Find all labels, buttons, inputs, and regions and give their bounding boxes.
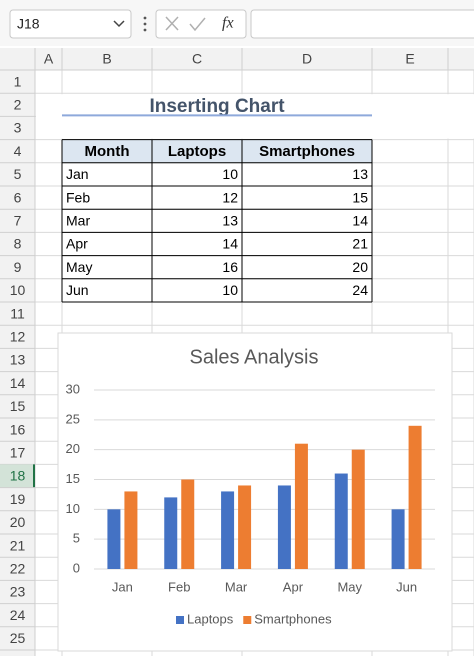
- table-cell: 21: [352, 236, 368, 252]
- y-tick-label: 0: [73, 560, 80, 575]
- row-header: 2: [14, 97, 22, 113]
- y-tick-label: 10: [66, 501, 80, 516]
- bar: [238, 485, 252, 569]
- x-tick-label: Feb: [168, 579, 190, 594]
- table-cell: 13: [352, 166, 368, 182]
- row-header: 11: [10, 305, 25, 321]
- row-header: 25: [10, 630, 26, 646]
- bar: [124, 491, 138, 569]
- formula-input[interactable]: [250, 9, 474, 39]
- y-tick-label: 25: [66, 411, 80, 426]
- chart-area: [57, 332, 453, 652]
- table-cell: 14: [352, 213, 368, 229]
- row-header: 12: [10, 329, 26, 345]
- table-cell: 10: [222, 166, 238, 182]
- table-header-cell: Month: [85, 143, 130, 160]
- column-header: A: [44, 51, 54, 67]
- row-header: 6: [14, 189, 22, 205]
- table-cell: 12: [222, 189, 238, 205]
- formula-buttons: [155, 9, 247, 39]
- table-cell: 20: [352, 259, 368, 275]
- cancel-button[interactable]: [165, 16, 179, 31]
- row-header-bar: [0, 70, 35, 656]
- enter-button[interactable]: [189, 17, 206, 32]
- bar: [221, 491, 235, 569]
- table-header-cell: Smartphones: [259, 143, 355, 160]
- row-header: 9: [14, 259, 22, 275]
- legend-swatch: [176, 616, 184, 624]
- row-header: 5: [14, 166, 22, 182]
- column-header: C: [192, 51, 202, 67]
- row-header: 8: [14, 236, 22, 252]
- bar: [408, 425, 422, 569]
- bar: [391, 509, 405, 569]
- table-cell: Jan: [66, 166, 89, 182]
- table-cell: Mar: [66, 213, 90, 229]
- table-cell: Jun: [66, 282, 89, 298]
- legend-swatch: [243, 616, 252, 624]
- column-header: D: [302, 51, 312, 67]
- bar: [334, 473, 348, 569]
- table-cell: 13: [222, 213, 238, 229]
- name-box-dropdown[interactable]: [113, 20, 125, 28]
- bar: [294, 443, 308, 569]
- table-cell: 15: [352, 189, 368, 205]
- row-header: 15: [10, 398, 26, 414]
- name-box[interactable]: [9, 9, 132, 39]
- row-header: 4: [14, 143, 22, 159]
- row-header: 10: [10, 282, 26, 298]
- row-header: 7: [14, 213, 22, 229]
- row-header: 3: [14, 120, 22, 136]
- table-cell: 10: [222, 282, 238, 298]
- y-tick-label: 30: [66, 381, 80, 396]
- column-header-bar: [0, 48, 474, 70]
- bar: [164, 497, 178, 569]
- row-header: 23: [10, 584, 26, 600]
- row-header: 20: [10, 514, 26, 530]
- table-cell: Apr: [66, 236, 88, 252]
- bar: [107, 509, 121, 569]
- sheet-title: Inserting Chart: [149, 96, 285, 117]
- x-tick-label: Apr: [283, 579, 304, 594]
- y-tick-label: 5: [73, 531, 80, 546]
- x-tick-label: May: [337, 579, 362, 594]
- table-cell: 14: [222, 236, 238, 252]
- legend-label: Smartphones: [254, 611, 332, 626]
- row-header: 14: [10, 375, 26, 391]
- insert-function-button[interactable]: fx: [222, 15, 234, 32]
- row-header: 21: [10, 537, 26, 553]
- more-dots: [143, 16, 147, 32]
- x-tick-label: Jun: [396, 579, 417, 594]
- table-cell: May: [66, 259, 92, 275]
- y-tick-label: 20: [66, 441, 80, 456]
- active-row-header: [0, 464, 35, 488]
- bar: [181, 479, 195, 569]
- table-cell: 24: [352, 282, 368, 298]
- x-tick-label: Jan: [112, 579, 133, 594]
- table-header-bg: [62, 139, 372, 163]
- chart-title: Sales Analysis: [190, 346, 319, 368]
- bar: [351, 449, 365, 569]
- column-header: B: [102, 51, 111, 67]
- row-header: 17: [10, 445, 26, 461]
- column-header: E: [405, 51, 414, 67]
- bar: [277, 485, 291, 569]
- table-header-cell: Laptops: [168, 143, 226, 160]
- row-header: 24: [10, 607, 26, 623]
- legend-label: Laptops: [187, 611, 234, 626]
- name-box-text: J18: [17, 16, 40, 32]
- x-tick-label: Mar: [225, 579, 248, 594]
- row-header: 22: [10, 561, 26, 577]
- table-cell: Feb: [66, 189, 90, 205]
- row-header: 16: [10, 421, 26, 437]
- table-cell: 16: [222, 259, 238, 275]
- row-header: 18: [10, 468, 26, 484]
- row-header: 1: [14, 73, 22, 89]
- y-tick-label: 15: [66, 471, 80, 486]
- row-header: 19: [10, 491, 26, 507]
- row-header: 13: [10, 352, 26, 368]
